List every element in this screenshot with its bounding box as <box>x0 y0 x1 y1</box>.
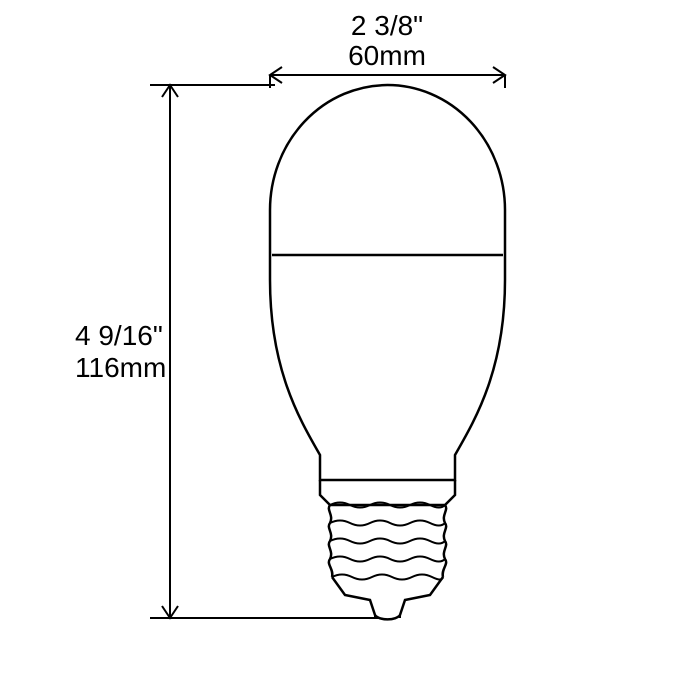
height-dimension-group: 4 9/16" 116mm <box>75 85 380 618</box>
screw-threads <box>329 503 446 580</box>
width-imperial-label: 2 3/8" <box>351 10 423 41</box>
bulb-body <box>270 85 505 480</box>
thread-3 <box>330 539 445 544</box>
screw-tip <box>332 577 443 619</box>
bulb-technical-drawing: 2 3/8" 60mm 4 9/16" 116mm <box>0 0 700 700</box>
thread-5 <box>332 575 443 580</box>
screw-collar <box>320 480 455 505</box>
thread-4 <box>330 557 445 562</box>
height-metric-label: 116mm <box>75 352 166 383</box>
height-imperial-label: 4 9/16" <box>75 320 163 351</box>
bulb-outline <box>270 85 505 619</box>
width-metric-label: 60mm <box>348 40 426 71</box>
thread-side-right <box>443 505 446 577</box>
width-dimension-group: 2 3/8" 60mm <box>270 10 505 88</box>
thread-2 <box>330 521 445 526</box>
